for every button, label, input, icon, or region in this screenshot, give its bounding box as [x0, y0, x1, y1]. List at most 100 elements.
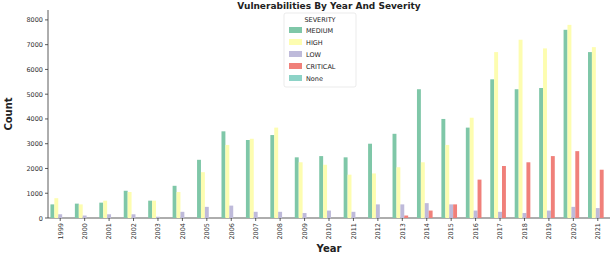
bar: [348, 175, 352, 218]
x-tick-label: 2000: [81, 223, 89, 240]
legend-label: MEDIUM: [306, 27, 333, 35]
bar: [429, 211, 433, 218]
bar: [515, 89, 519, 218]
bar: [270, 135, 274, 218]
y-tick: [45, 218, 48, 219]
bar: [262, 218, 266, 219]
x-tick: [329, 218, 330, 221]
bar: [229, 206, 233, 218]
bar: [368, 144, 372, 218]
x-tick: [524, 218, 525, 221]
y-tick-label: 6000: [26, 66, 43, 74]
bar: [323, 165, 327, 218]
y-tick: [45, 19, 48, 20]
bar: [246, 140, 250, 218]
x-tick-label: 2010: [325, 223, 333, 240]
bar: [164, 218, 168, 219]
bar: [58, 214, 62, 218]
x-tick: [84, 218, 85, 221]
x-tick: [548, 218, 549, 221]
x-tick-label: 2012: [374, 223, 382, 240]
bar: [139, 218, 143, 219]
x-tick-label: 2019: [545, 223, 553, 240]
bar: [579, 218, 583, 219]
bar: [470, 118, 474, 218]
bar: [588, 52, 592, 218]
x-tick-label: 1999: [57, 223, 65, 240]
bar: [441, 119, 445, 218]
x-tick-label: 2007: [252, 223, 260, 240]
bar: [50, 204, 54, 218]
x-tick-label: 2014: [423, 223, 431, 240]
bar: [258, 218, 262, 219]
bar: [225, 145, 229, 218]
bar: [197, 160, 201, 218]
y-axis: [48, 10, 49, 218]
bar: [359, 218, 363, 219]
bar: [519, 40, 523, 218]
bar: [148, 201, 152, 218]
legend-label: None: [306, 75, 323, 83]
x-tick: [500, 218, 501, 221]
bar: [91, 218, 95, 219]
x-tick-label: 2011: [350, 223, 358, 240]
legend-title: SEVERITY: [304, 16, 335, 24]
bar: [600, 170, 604, 218]
bar: [299, 162, 303, 218]
bar: [526, 162, 530, 218]
legend-swatch: [289, 27, 302, 33]
bar: [592, 47, 596, 218]
bar: [417, 89, 421, 218]
bar: [490, 79, 494, 218]
bar: [571, 207, 575, 218]
x-tick-label: 2005: [203, 223, 211, 240]
bar: [372, 173, 376, 218]
x-tick-label: 2006: [228, 223, 236, 240]
bar: [250, 139, 254, 218]
bar: [66, 218, 70, 219]
x-tick: [304, 218, 305, 221]
bar: [539, 88, 543, 218]
x-tick-label: 2018: [521, 223, 529, 240]
y-tick-label: 5000: [26, 91, 43, 99]
bar: [75, 204, 79, 218]
bar: [481, 218, 485, 219]
bar: [466, 128, 470, 218]
x-label: Year: [316, 243, 342, 254]
bar: [156, 217, 160, 218]
legend-swatch: [289, 39, 302, 45]
x-tick-label: 2001: [105, 223, 113, 240]
x-tick: [280, 218, 281, 221]
bar: [449, 204, 453, 218]
bar: [107, 214, 111, 218]
x-tick-label: 2015: [447, 223, 455, 240]
bar: [355, 218, 359, 219]
bar: [160, 218, 164, 219]
bar: [331, 218, 335, 219]
bar: [494, 52, 498, 218]
bar: [152, 201, 156, 218]
bar: [344, 157, 348, 218]
legend-label: LOW: [306, 51, 322, 59]
y-tick: [45, 143, 48, 144]
y-tick: [45, 168, 48, 169]
x-tick: [402, 218, 403, 221]
y-tick-label: 1000: [26, 190, 43, 198]
bar: [79, 204, 83, 218]
bar: [425, 203, 429, 218]
bar: [173, 186, 177, 218]
legend-label: HIGH: [306, 39, 323, 47]
bar: [543, 48, 547, 218]
bar: [282, 218, 286, 219]
bar: [135, 218, 139, 219]
bar: [307, 218, 311, 219]
bar: [201, 172, 205, 218]
legend-swatch: [289, 63, 302, 69]
bar: [564, 30, 568, 218]
bar: [132, 214, 136, 218]
bar: [221, 131, 225, 218]
x-tick-label: 2008: [276, 223, 284, 240]
bar: [103, 201, 107, 218]
y-tick: [45, 118, 48, 119]
bar: [575, 151, 579, 218]
